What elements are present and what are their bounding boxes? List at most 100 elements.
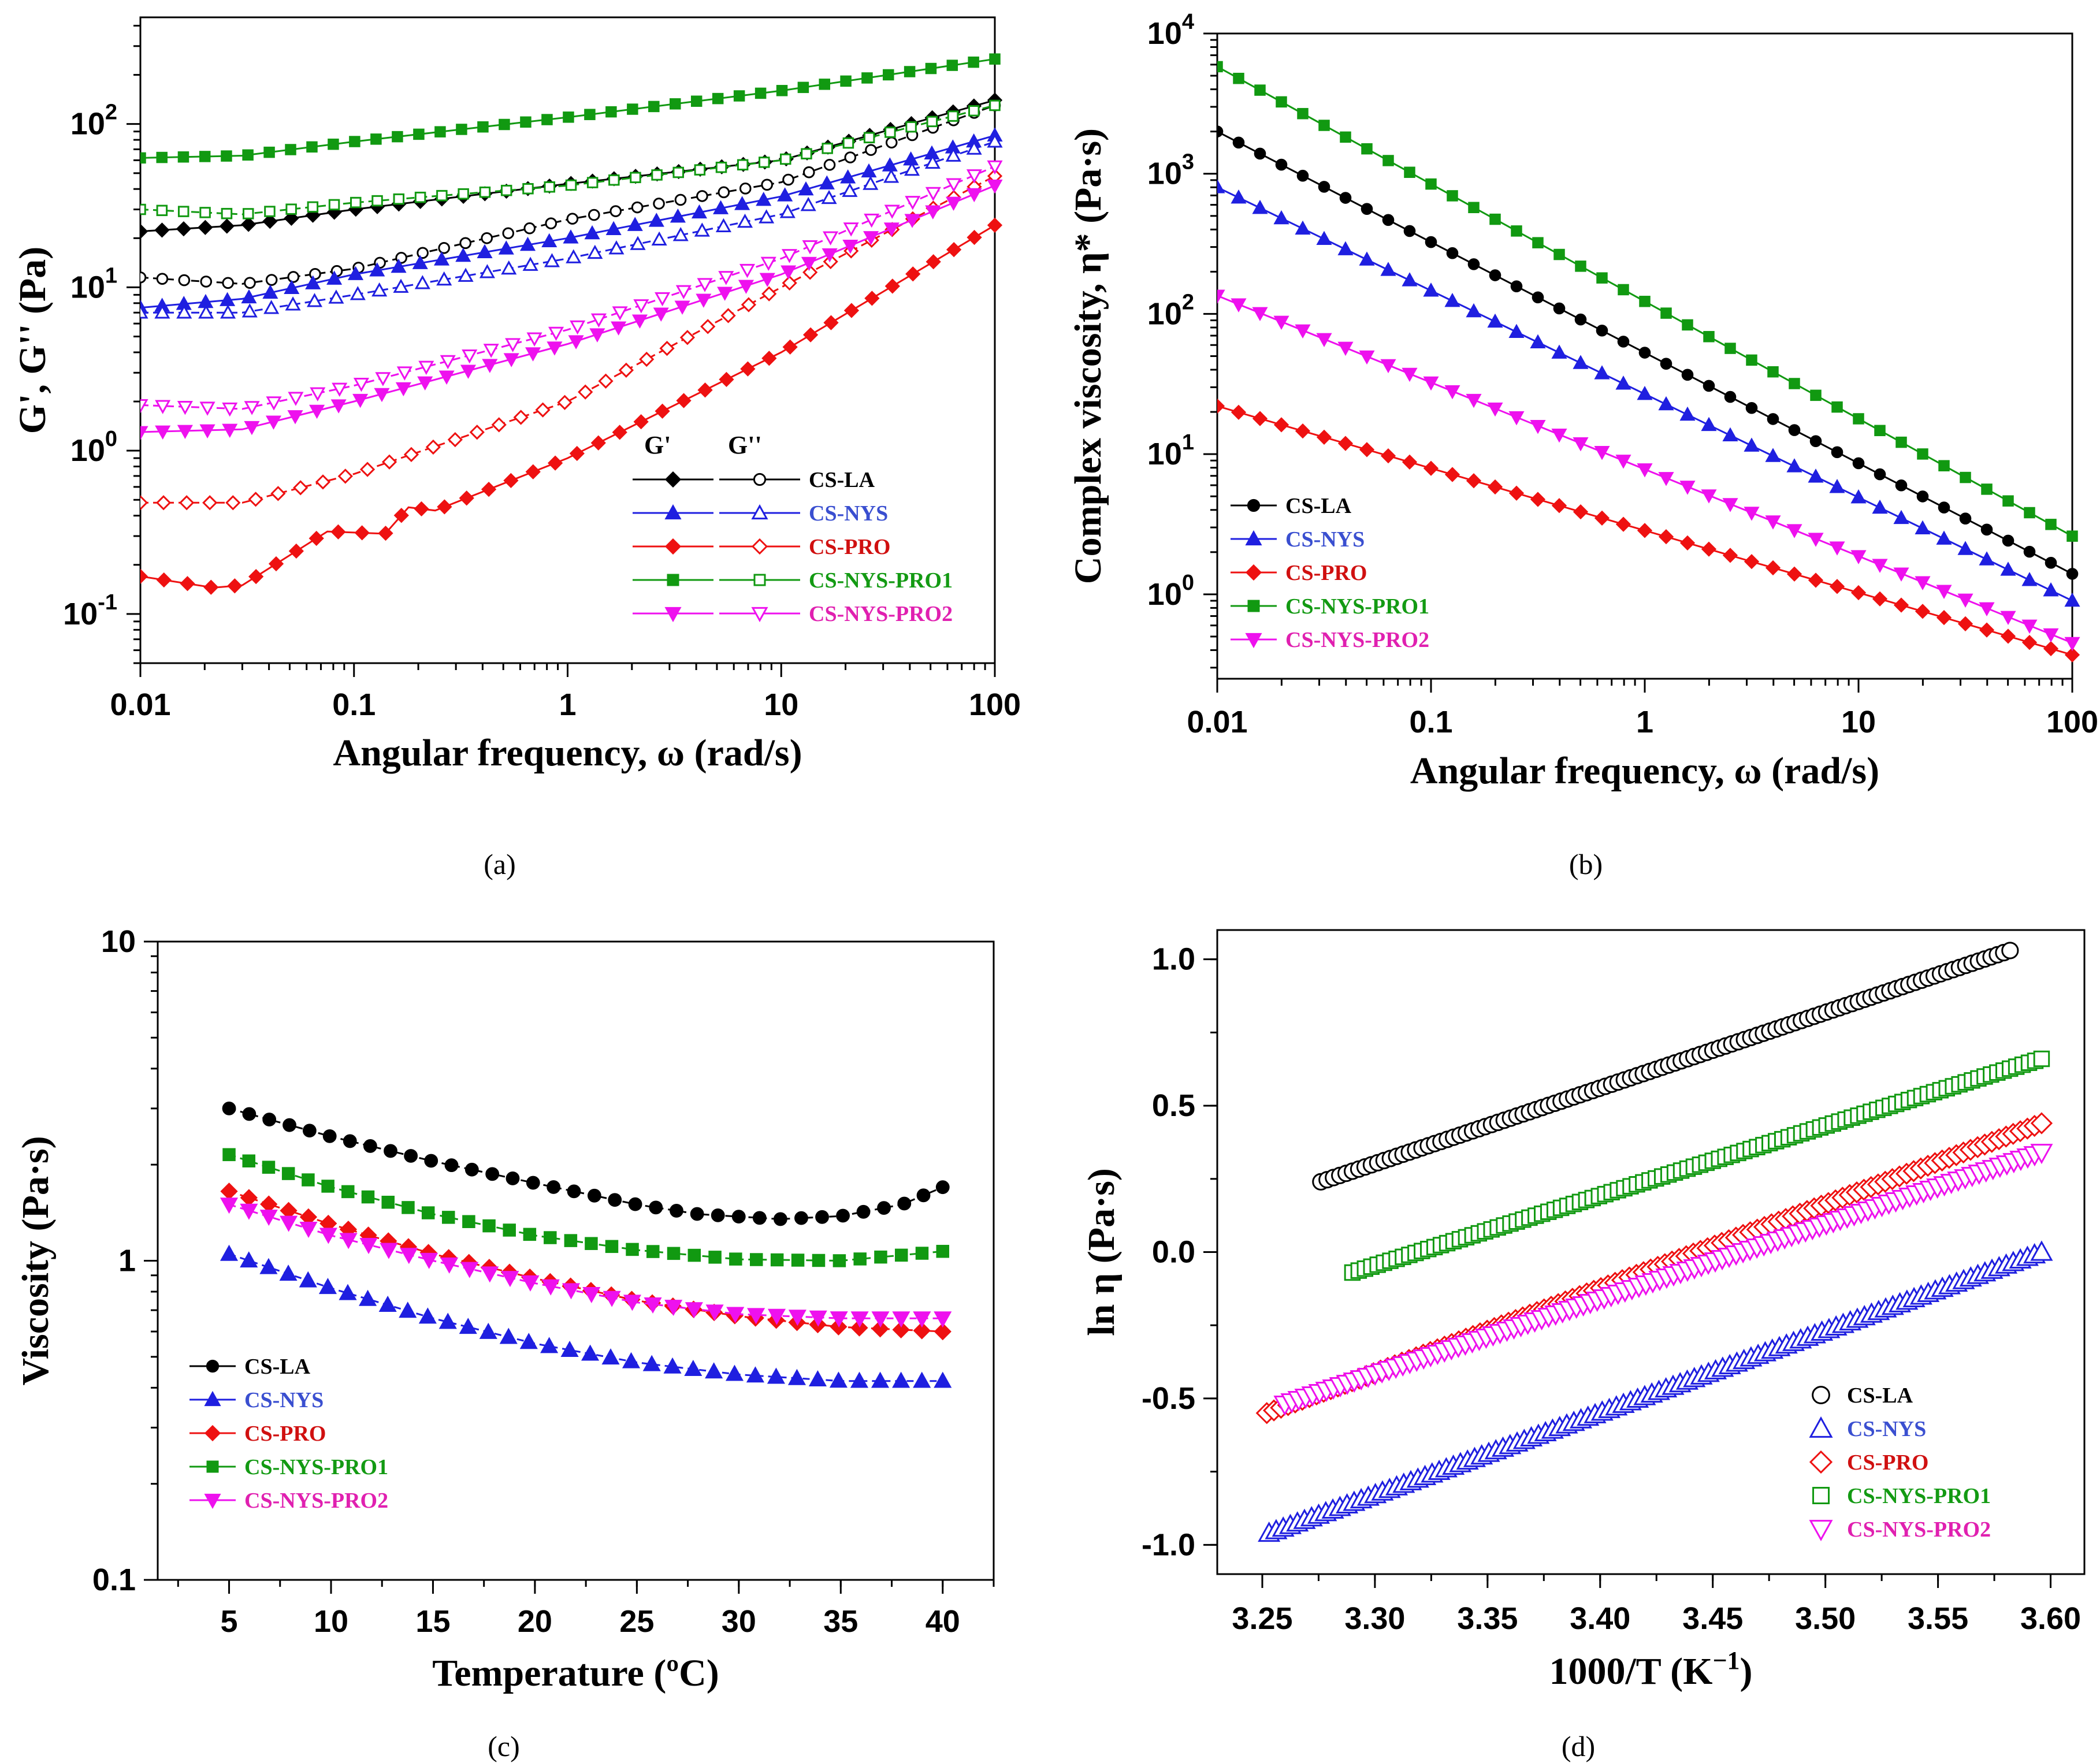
y-tick-label: 100 [1147,571,1194,612]
x-tick-label: 0.1 [1409,705,1452,739]
data-point [1217,125,1224,137]
data-point [631,201,644,214]
legend-header-gprime: G' [644,431,671,459]
data-point [642,1355,661,1371]
data-point [1575,261,1586,272]
data-point [739,183,752,195]
data-point [2021,619,2038,634]
data-point [741,297,757,313]
data-point [966,140,982,155]
data-point [1979,622,1995,638]
data-point [469,425,485,440]
data-point [462,349,478,364]
data-point [498,240,514,255]
data-point [1724,343,1736,354]
series-cs-nys-pro2 [1217,289,2080,652]
data-point [1487,313,1503,328]
data-point [240,1251,258,1268]
data-point [438,1312,457,1329]
data-point [1637,386,1653,400]
data-point [140,203,146,215]
data-point [2043,641,2059,657]
data-point [140,304,148,319]
data-point [639,351,655,367]
data-point [458,267,474,282]
legend-marker [1809,1416,1833,1438]
series-cs-la [1312,942,2019,1191]
series-cs-nys-pro1 [1217,61,2078,542]
data-point [1874,468,1886,481]
data-point [1231,298,1247,313]
data-point [222,1101,236,1115]
data-point [456,124,467,135]
data-point [924,154,941,169]
data-point [598,373,614,389]
data-point [676,393,692,408]
data-point [1359,350,1375,365]
data-point [1786,458,1802,473]
data-point [1316,429,1332,445]
data-point [396,366,412,381]
data-point [782,339,798,355]
data-point [525,347,541,362]
y-tick-label: 104 [1147,10,1194,51]
data-point [1722,548,1738,563]
data-point [176,304,192,319]
legend-label: CS-PRO [244,1422,326,1446]
data-point [375,372,391,386]
data-point [441,1211,455,1224]
data-point [1681,369,1694,381]
data-point [392,131,403,143]
data-point [1532,291,1544,304]
data-point [545,217,557,230]
data-point [1936,609,1952,626]
x-axis-title: Angular frequency, ω (rad/s) [333,732,802,774]
data-point [178,274,191,287]
data-point [1744,437,1760,452]
data-point [240,1189,258,1207]
data-point [874,1250,887,1264]
data-point [1789,378,1800,389]
data-point [264,206,276,217]
data-point [1403,225,1416,237]
legend: CS-LA CS-NYS CS-PRO CS-NYS-PRO1 CS-NYS-PRO2 [1809,1383,1991,1542]
data-point [1466,393,1482,408]
data-point [438,242,450,254]
data-point [737,159,749,171]
data-point [220,292,236,306]
data-point [1981,483,1993,495]
data-point [154,222,170,238]
data-point [1511,225,1522,237]
data-point [987,133,1003,148]
data-point [436,271,452,286]
data-point [1682,319,1693,331]
data-point [2064,637,2080,652]
data-point [648,213,664,227]
x-tick-label: 10 [1841,705,1876,739]
data-point [330,399,347,414]
legend-label: CS-NYS-PRO2 [809,602,953,626]
data-point [843,303,860,318]
x-tick-label: 25 [619,1604,654,1639]
data-point [1618,284,1629,296]
data-point [1872,591,1888,607]
data-point [1551,498,1567,514]
data-point [1573,504,1589,520]
data-point [221,207,233,220]
data-point [305,275,321,289]
data-point [1594,446,1610,460]
data-point [1703,330,1715,343]
data-point [332,382,348,397]
data-point [1658,529,1674,545]
data-point [696,190,708,202]
data-point [861,163,877,178]
data-point [871,1311,890,1328]
legend-marker [753,473,767,486]
data-point [1850,489,1867,504]
data-point [1423,460,1439,476]
data-point [566,249,582,263]
series-cs-nys-pro2 [1273,1144,2053,1416]
legend-label: CS-NYS-PRO2 [1847,1517,1991,1542]
data-point [622,1352,641,1368]
data-point [2045,519,2057,530]
